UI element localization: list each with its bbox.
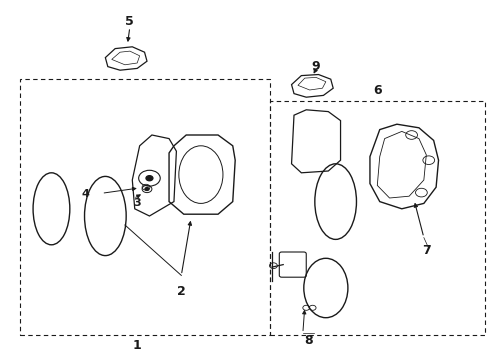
Text: 5: 5	[125, 15, 134, 28]
Circle shape	[145, 188, 149, 190]
Text: 3: 3	[133, 198, 141, 208]
Text: 8: 8	[304, 334, 313, 347]
Bar	[270, 101, 485, 335]
Bar	[20, 79, 270, 335]
Text: 9: 9	[312, 60, 320, 73]
Text: 1: 1	[133, 339, 142, 352]
Text: 4: 4	[82, 189, 90, 199]
Text: 2: 2	[177, 285, 186, 298]
Circle shape	[146, 176, 153, 181]
Text: 6: 6	[373, 84, 382, 96]
Text: 7: 7	[422, 244, 431, 257]
